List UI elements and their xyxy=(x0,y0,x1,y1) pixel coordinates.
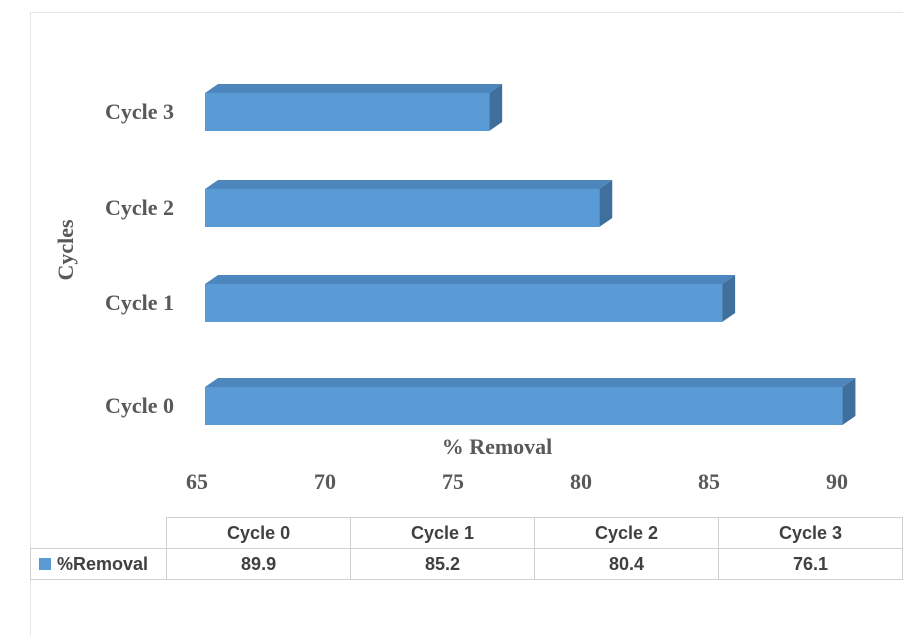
bar-chart: Cycle 0 Cycle 1 Cycle 2 Cycle 3 65 70 75 80 85 9… xyxy=(53,84,856,494)
bar-cycle-0 xyxy=(205,378,856,425)
x-tick-label: 70 xyxy=(314,469,336,494)
bar-front-face xyxy=(205,284,723,322)
data-table-corner xyxy=(30,517,168,549)
category-label: Cycle 1 xyxy=(105,290,174,315)
bar-top-face xyxy=(205,180,613,189)
bar-side-face xyxy=(722,275,736,322)
category-labels: Cycle 0 Cycle 1 Cycle 2 Cycle 3 xyxy=(105,99,174,418)
x-tick-label: 85 xyxy=(698,469,720,494)
chart-frame xyxy=(30,12,903,636)
data-table-series-cell: %Removal xyxy=(29,548,168,580)
x-tick-labels: 65 70 75 80 85 90 xyxy=(186,469,848,494)
bar-cycle-2 xyxy=(205,180,613,227)
bar-front-face xyxy=(205,387,843,425)
data-table-value-cell: 76.1 xyxy=(718,548,903,580)
y-axis-title: Cycles xyxy=(53,219,78,281)
data-table-row: %Removal 89.9 85.2 80.4 76.1 xyxy=(29,548,903,580)
data-table-value-cell: 89.9 xyxy=(166,548,352,580)
data-table-header-cell: Cycle 2 xyxy=(534,517,719,549)
x-tick-label: 75 xyxy=(442,469,464,494)
legend-key xyxy=(39,557,51,570)
data-table-header-cell: Cycle 0 xyxy=(166,517,352,549)
data-table-value-cell: 85.2 xyxy=(350,548,536,580)
bar-top-face xyxy=(205,378,856,387)
legend-series-name: %Removal xyxy=(57,553,149,574)
x-tick-label: 65 xyxy=(186,469,208,494)
data-table-value-cell: 80.4 xyxy=(534,548,719,580)
data-table: Cycle 0 Cycle 1 Cycle 2 Cycle 3 %Removal 89… xyxy=(29,517,903,580)
bar-top-face xyxy=(205,275,736,284)
bar-cycle-3 xyxy=(205,84,503,131)
bar-cycle-1 xyxy=(205,275,736,322)
bars-layer xyxy=(205,84,856,425)
bar-side-face xyxy=(599,180,613,227)
x-tick-label: 80 xyxy=(570,469,592,494)
x-tick-label: 90 xyxy=(826,469,848,494)
bar-side-face xyxy=(842,378,856,425)
bar-front-face xyxy=(205,189,600,227)
category-label: Cycle 0 xyxy=(105,393,174,418)
data-table-header-cell: Cycle 1 xyxy=(350,517,536,549)
data-table-header: Cycle 0 Cycle 1 Cycle 2 Cycle 3 xyxy=(30,517,903,549)
bar-side-face xyxy=(489,84,503,131)
data-table-header-cell: Cycle 3 xyxy=(718,517,903,549)
x-axis-title: % Removal xyxy=(442,434,553,459)
category-label: Cycle 2 xyxy=(105,195,174,220)
bar-top-face xyxy=(205,84,503,93)
bar-front-face xyxy=(205,93,490,131)
category-label: Cycle 3 xyxy=(105,99,174,124)
